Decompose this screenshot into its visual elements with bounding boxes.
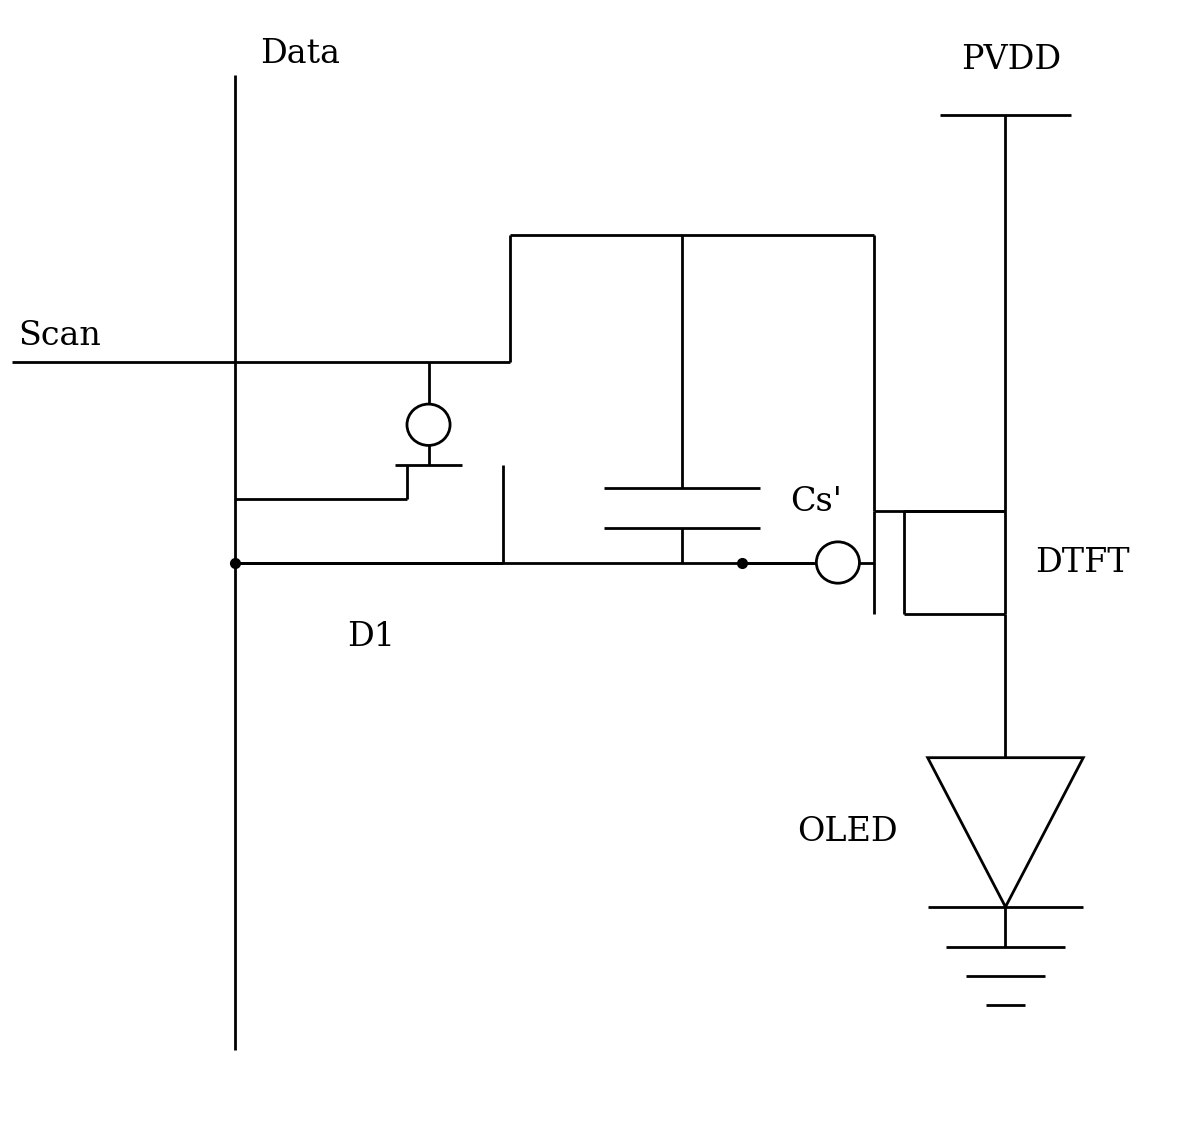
Text: Data: Data	[261, 38, 340, 70]
Text: D1: D1	[347, 621, 395, 653]
Circle shape	[407, 404, 450, 445]
Text: Cs': Cs'	[790, 487, 841, 518]
Text: DTFT: DTFT	[1035, 546, 1130, 579]
Text: PVDD: PVDD	[961, 44, 1062, 76]
Circle shape	[816, 542, 859, 583]
Text: OLED: OLED	[797, 816, 898, 848]
Text: Scan: Scan	[18, 320, 101, 352]
